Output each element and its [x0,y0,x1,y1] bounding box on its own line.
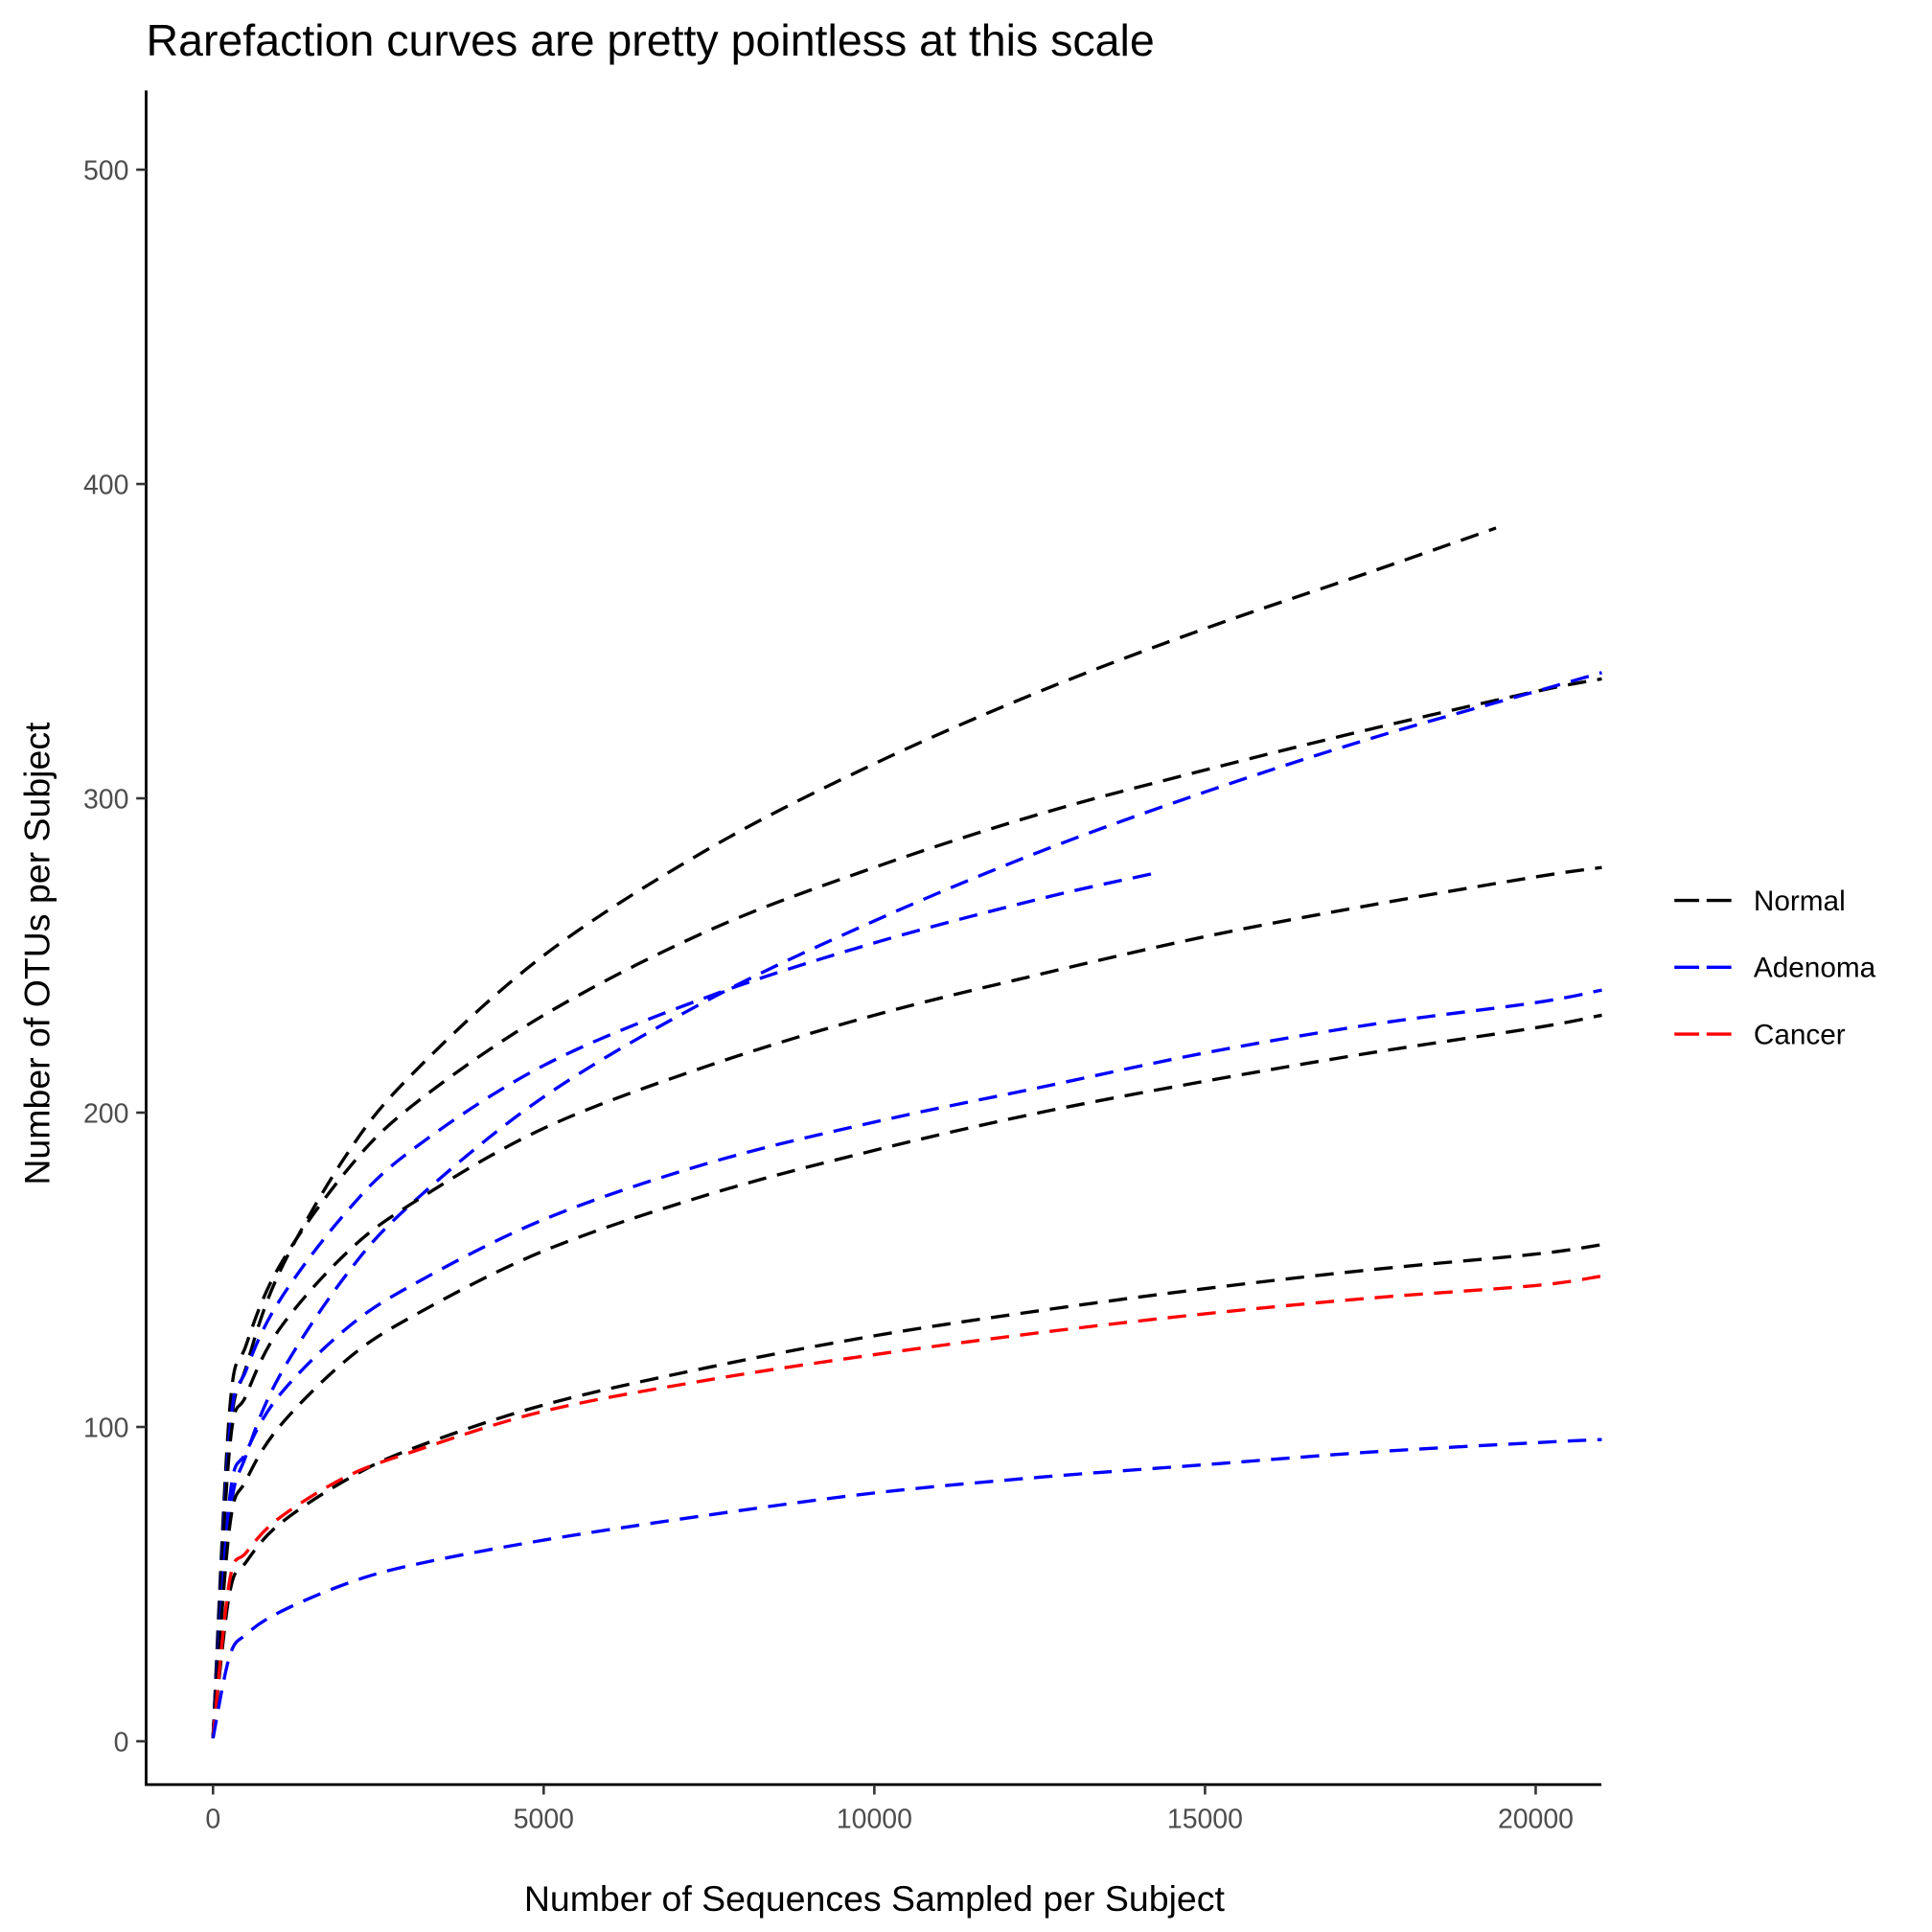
series-line-adenoma [211,1438,1602,1739]
x-tick-label: 15000 [1167,1804,1243,1834]
series-layer [211,526,1602,1739]
legend-item-cancer: Cancer [1674,1019,1846,1050]
y-tick-label: 300 [83,784,128,815]
y-tick-label: 500 [83,155,128,186]
series-line-adenoma [211,671,1602,1738]
x-tick-label: 20000 [1498,1804,1574,1834]
legend-label: Adenoma [1754,953,1876,984]
x-axis-title: Number of Sequences Sampled per Subject [524,1878,1226,1919]
legend: Normal Adenoma Cancer [1674,886,1876,1050]
series-line-cancer [211,1274,1602,1738]
y-axis-ticks: 0 100 200 300 400 500 [83,155,147,1758]
series-line-adenoma [211,872,1153,1738]
series-line-adenoma [211,988,1602,1738]
x-axis-ticks: 0 5000 10000 15000 20000 [205,1784,1574,1834]
x-tick-label: 5000 [514,1804,574,1834]
series-line-normal [211,1243,1602,1738]
x-tick-label: 10000 [837,1804,912,1834]
y-tick-label: 0 [114,1727,129,1758]
y-tick-label: 400 [83,470,128,500]
legend-item-adenoma: Adenoma [1674,953,1876,984]
y-tick-label: 100 [83,1413,128,1443]
series-line-normal [211,677,1602,1738]
chart-title: Rarefaction curves are pretty pointless … [146,15,1154,65]
y-axis-title: Number of OTUs per Subject [17,722,58,1185]
series-line-normal [211,865,1602,1738]
series-line-normal [211,1013,1602,1738]
legend-item-normal: Normal [1674,886,1846,917]
legend-label: Normal [1754,886,1846,917]
legend-label: Cancer [1754,1019,1846,1050]
series-line-normal [211,526,1497,1738]
x-tick-label: 0 [205,1804,220,1834]
y-tick-label: 200 [83,1098,128,1129]
